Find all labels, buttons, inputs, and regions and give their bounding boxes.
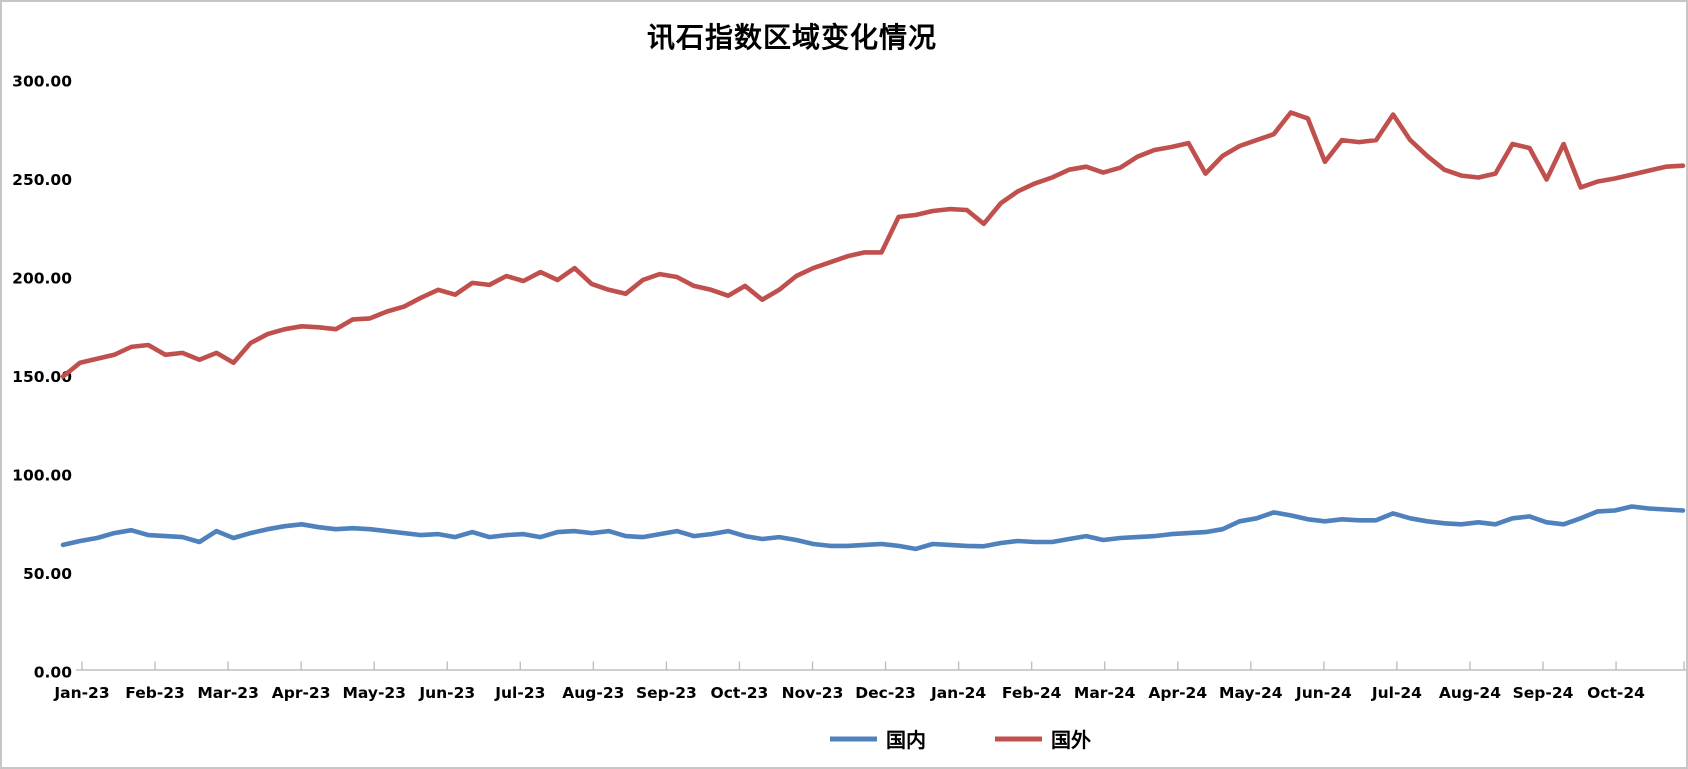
x-axis-label: Oct-24 — [1587, 684, 1645, 702]
chart-title: 讯石指数区域变化情况 — [646, 21, 937, 54]
legend-item-domestic: 国内 — [830, 728, 926, 752]
x-axis-label: Mar-23 — [197, 684, 259, 702]
x-axis-label: Jul-24 — [1371, 684, 1422, 702]
legend-label: 国外 — [1051, 728, 1091, 752]
x-axis-label: Jul-23 — [494, 684, 545, 702]
x-axis-label: May-23 — [342, 684, 406, 702]
y-axis-label: 50.00 — [23, 565, 72, 583]
legend-item-foreign: 国外 — [995, 728, 1091, 752]
y-axis-label: 300.00 — [12, 73, 72, 91]
x-axis-label: Feb-23 — [125, 684, 185, 702]
x-axis-label: Sep-23 — [636, 684, 697, 702]
x-axis-label: Aug-23 — [562, 684, 624, 702]
x-axis-label: Aug-24 — [1439, 684, 1501, 702]
y-axis-label: 250.00 — [12, 171, 72, 189]
y-axis-label: 150.00 — [12, 368, 72, 386]
x-axis-label: Nov-23 — [782, 684, 844, 702]
series-line-domestic — [60, 504, 1686, 552]
x-axis-label: Sep-24 — [1513, 684, 1574, 702]
x-axis-label: Feb-24 — [1002, 684, 1062, 702]
x-axis-label: Jun-24 — [1295, 684, 1352, 702]
series-line-foreign — [60, 110, 1686, 379]
y-axis-label: 200.00 — [12, 270, 72, 288]
x-axis-label: Oct-23 — [711, 684, 769, 702]
legend-label: 国内 — [886, 728, 926, 752]
x-axis-label: Jan-24 — [930, 684, 986, 702]
x-axis-label: Dec-23 — [855, 684, 916, 702]
x-axis-label: May-24 — [1219, 684, 1283, 702]
x-axis-label: Apr-23 — [272, 684, 331, 702]
x-axis-label: Jun-23 — [418, 684, 475, 702]
y-axis-label: 0.00 — [34, 664, 72, 682]
x-axis-label: Jan-23 — [53, 684, 109, 702]
y-axis-label: 100.00 — [12, 467, 72, 485]
x-axis-label: Apr-24 — [1148, 684, 1207, 702]
x-axis-label: Mar-24 — [1074, 684, 1136, 702]
